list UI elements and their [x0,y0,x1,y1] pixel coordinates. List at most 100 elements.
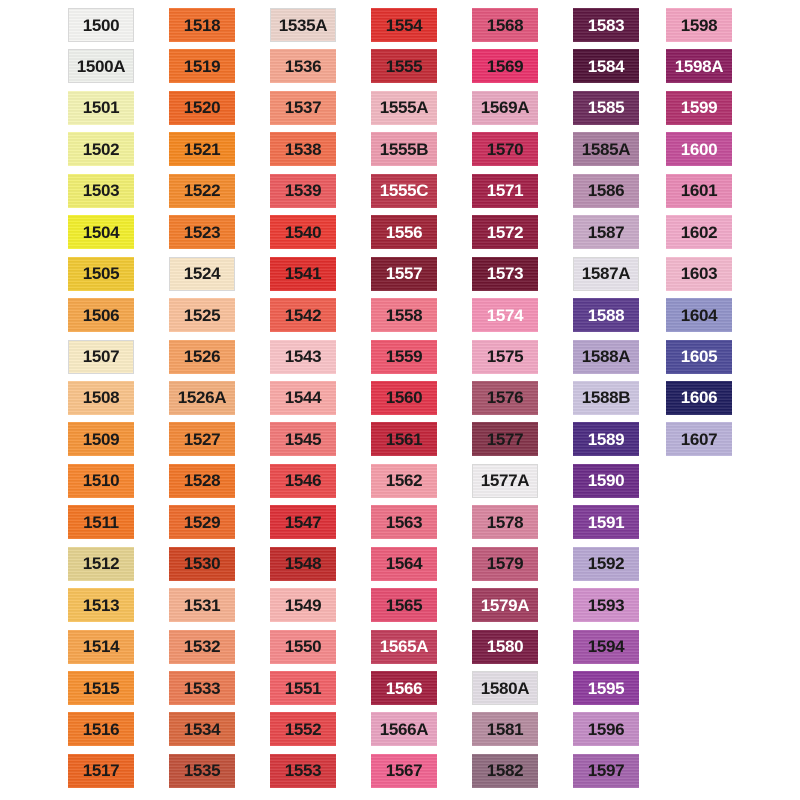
color-swatch: 1596 [573,712,639,747]
swatch-code-label: 1568 [486,15,524,35]
color-swatch: 1530 [169,546,235,581]
swatch-code-label: 1520 [183,98,221,118]
color-swatch: 1587 [573,215,639,250]
color-swatch: 1588 [573,298,639,333]
swatch-code-label: 1541 [284,264,322,284]
swatch-code-label: 1578 [486,512,524,532]
color-swatch: 1553 [270,753,336,788]
swatch-code-label: 1560 [385,388,423,408]
swatch-code-label: 1572 [486,222,524,242]
color-swatch: 1504 [68,215,134,250]
color-swatch: 1582 [472,753,538,788]
swatch-code-label: 1592 [587,554,625,574]
swatch-code-label: 1549 [284,595,322,615]
swatch-code-label: 1552 [284,719,322,739]
color-swatch: 1526A [169,380,235,415]
swatch-code-label: 1506 [82,305,120,325]
swatch-code-label: 1598A [674,56,724,76]
color-swatch: 1577A [472,463,538,498]
swatch-column: 1568 1569 1569A 1570 1571 1572 1573 1574 1575 157… [472,8,538,795]
swatch-code-label: 1511 [83,512,119,532]
swatch-code-label: 1550 [284,637,322,657]
swatch-code-label: 1555B [379,139,429,159]
color-swatch: 1570 [472,132,538,167]
color-swatch: 1552 [270,712,336,747]
color-swatch: 1535A [270,8,336,42]
color-swatch: 1569 [472,49,538,84]
swatch-code-label: 1544 [284,388,322,408]
swatch-code-label: 1518 [183,15,221,35]
swatch-code-label: 1601 [680,181,718,201]
color-swatch: 1569A [472,90,538,125]
color-swatch: 1526 [169,339,235,374]
color-swatch: 1559 [371,339,437,374]
swatch-code-label: 1579A [480,595,530,615]
swatch-code-label: 1555 [385,56,423,76]
color-swatch: 1533 [169,671,235,705]
color-swatch: 1536 [270,49,336,84]
color-swatch: 1548 [270,546,336,581]
color-swatch: 1515 [68,671,134,705]
swatch-code-label: 1583 [587,15,625,35]
swatch-code-label: 1525 [183,305,221,325]
swatch-code-label: 1577 [486,429,524,449]
swatch-code-label: 1600 [680,139,718,159]
color-swatch: 1525 [169,298,235,333]
swatch-code-label: 1581 [486,719,524,739]
swatch-code-label: 1563 [385,512,423,532]
swatch-code-label: 1580A [480,678,530,698]
swatch-code-label: 1593 [587,595,625,615]
color-swatch: 1590 [573,463,639,498]
swatch-code-label: 1588B [581,388,631,408]
color-swatch: 1550 [270,629,336,664]
swatch-code-label: 1547 [284,512,322,532]
swatch-code-label: 1569 [486,56,524,76]
swatch-code-label: 1574 [486,305,524,325]
swatch-code-label: 1504 [82,222,120,242]
swatch-code-label: 1517 [82,761,120,781]
color-swatch: 1587A [573,256,639,291]
swatch-code-label: 1587A [581,264,631,284]
swatch-code-label: 1538 [284,139,322,159]
swatch-code-label: 1526 [183,347,221,366]
swatch-code-label: 1598 [680,15,718,35]
swatch-code-label: 1543 [284,347,322,366]
swatch-code-label: 1519 [183,56,221,76]
color-swatch: 1503 [68,173,134,208]
swatch-code-label: 1565 [385,595,423,615]
swatch-column: 1500 1500A 1501 1502 1503 1504 1505 1506 1507 150… [68,8,134,795]
color-swatch: 1576 [472,380,538,415]
swatch-code-label: 1500 [82,15,120,35]
color-swatch: 1563 [371,505,437,540]
swatch-code-label: 1596 [587,719,625,739]
color-swatch: 1579A [472,588,538,623]
color-swatch: 1529 [169,505,235,540]
color-swatch: 1513 [68,588,134,623]
swatch-code-label: 1548 [284,554,322,574]
color-swatch: 1516 [68,712,134,747]
color-swatch: 1555 [371,49,437,84]
swatch-code-label: 1522 [183,181,221,201]
swatch-code-label: 1585A [581,139,631,159]
color-swatch: 1568 [472,8,538,42]
swatch-code-label: 1535 [183,761,221,781]
swatch-code-label: 1605 [680,347,718,366]
swatch-code-label: 1584 [587,56,625,76]
swatch-code-label: 1580 [486,637,524,657]
swatch-code-label: 1531 [183,595,221,615]
swatch-code-label: 1587 [587,222,625,242]
color-swatch: 1598A [666,49,732,84]
color-swatch: 1538 [270,132,336,167]
swatch-code-label: 1606 [680,388,718,408]
swatch-code-label: 1561 [385,429,423,449]
color-swatch: 1561 [371,422,437,457]
color-swatch: 1501 [68,90,134,125]
color-swatch: 1543 [270,339,336,374]
swatch-code-label: 1523 [183,222,221,242]
color-swatch: 1567 [371,753,437,788]
color-swatch: 1511 [68,505,134,540]
swatch-column: 1583 1584 1585 1585A 1586 1587 1587A 1588 1588A 1… [573,8,639,795]
color-swatch: 1586 [573,173,639,208]
color-swatch: 1606 [666,380,732,415]
